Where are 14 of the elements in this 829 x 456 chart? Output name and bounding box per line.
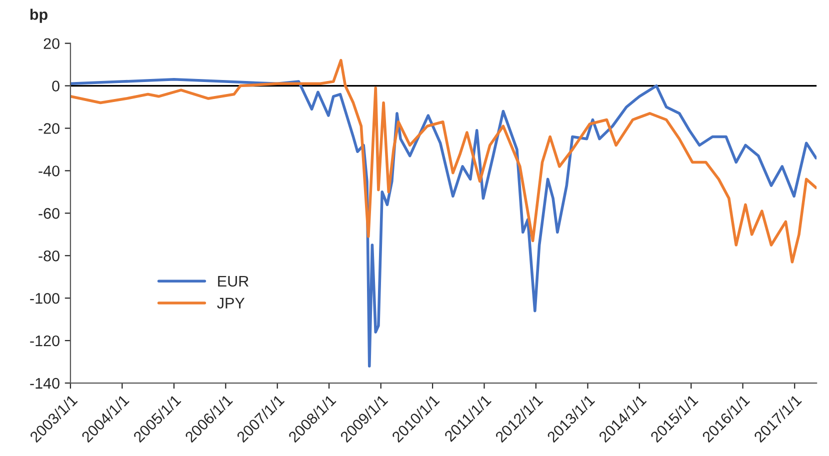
y-axis-title: bp: [30, 8, 48, 23]
y-tick-label: -60: [38, 208, 60, 219]
line-series: [70, 78, 817, 368]
y-tick-label: -140: [30, 378, 60, 389]
y-tick-label: 20: [44, 38, 60, 50]
y-tick-label: 0: [52, 80, 60, 92]
y-tick-label: -40: [38, 166, 60, 176]
legend-label: EUR: [218, 276, 248, 287]
line-series: [70, 58, 817, 264]
y-tick-label: -80: [38, 250, 60, 262]
y-tick-label: -20: [38, 123, 60, 134]
y-tick-label: -100: [30, 292, 60, 304]
y-tick-label: -120: [30, 335, 60, 346]
legend-label: JPY: [217, 298, 245, 309]
